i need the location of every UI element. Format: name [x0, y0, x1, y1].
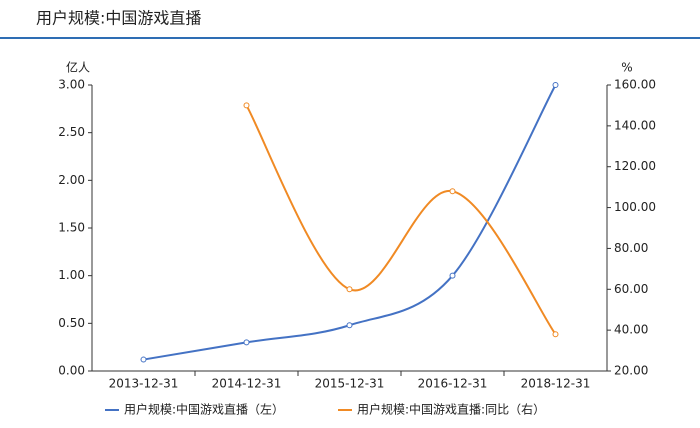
data-point — [346, 322, 353, 329]
y2-tick-label: 140.00 — [614, 118, 656, 132]
data-point — [140, 356, 147, 363]
x-tick-label: 2018-12-31 — [521, 377, 591, 391]
y2-tick-label: 100.00 — [614, 200, 656, 214]
y2-tick-label: 80.00 — [614, 241, 648, 255]
y2-axis-unit: % — [621, 61, 632, 75]
data-point — [552, 82, 559, 88]
title-rule — [0, 37, 700, 39]
x-tick-label: 2013-12-31 — [109, 377, 179, 391]
y-tick-label: 0.00 — [58, 364, 85, 378]
y2-tick-label: 160.00 — [614, 78, 656, 92]
y-tick-label: 1.50 — [58, 221, 85, 235]
y2-tick-label: 120.00 — [614, 159, 656, 173]
y-tick-label: 0.50 — [58, 316, 85, 330]
y-tick-label: 2.50 — [58, 125, 85, 139]
data-point — [449, 188, 456, 195]
data-point — [243, 102, 250, 109]
data-point — [243, 339, 250, 346]
y2-tick-label: 40.00 — [614, 323, 648, 337]
y-tick-label: 3.00 — [58, 78, 85, 92]
legend-label: 用户规模:中国游戏直播（左） — [124, 402, 284, 417]
chart-title: 用户规模:中国游戏直播 — [36, 9, 201, 28]
data-point — [449, 272, 456, 279]
x-tick-label: 2016-12-31 — [418, 377, 488, 391]
legend-label: 用户规模:中国游戏直播:同比（右） — [357, 402, 545, 417]
y2-tick-label: 20.00 — [614, 364, 648, 378]
data-point — [346, 286, 353, 293]
y2-tick-label: 60.00 — [614, 282, 648, 296]
x-tick-label: 2015-12-31 — [315, 377, 385, 391]
data-point — [552, 331, 559, 338]
x-tick-label: 2014-12-31 — [212, 377, 282, 391]
series-line — [143, 84, 557, 361]
y-tick-label: 1.00 — [58, 268, 85, 282]
y-axis-unit: 亿人 — [66, 60, 90, 75]
y-tick-label: 2.00 — [58, 173, 85, 187]
series-line — [245, 104, 557, 335]
